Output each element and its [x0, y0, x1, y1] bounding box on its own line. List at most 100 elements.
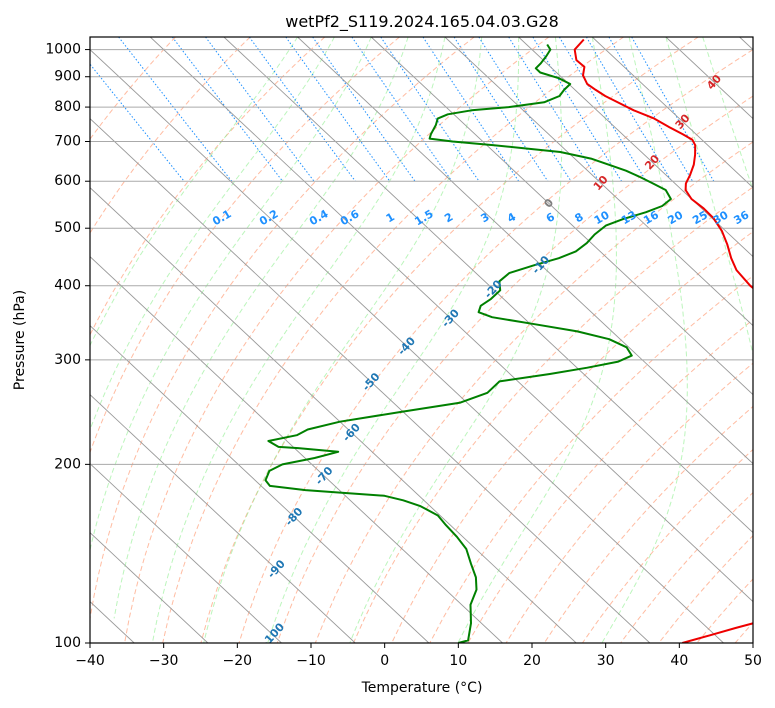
- mixing-ratio-line: [171, 37, 283, 182]
- mixing-ratio-label: 36: [731, 208, 751, 227]
- mixing-ratio-label: 0.1: [210, 207, 233, 228]
- dry-adiabat: [124, 37, 550, 643]
- moist-adiabat: [267, 37, 520, 643]
- moist-adiabat: [90, 37, 372, 553]
- mixing-ratio-line: [90, 63, 185, 182]
- dry-adiabat: [90, 37, 475, 622]
- mixing-ratio-line: [312, 37, 416, 182]
- y-axis-ticks: 100 200 300 400 500 600 700 800 900 1000: [45, 42, 90, 651]
- chart-title: wetPf2_S119.2024.165.04.03.G28: [285, 12, 559, 32]
- mixing-ratio-line: [608, 37, 694, 182]
- mixing-ratio-label: 3: [478, 210, 491, 225]
- isotherm: [591, 37, 753, 189]
- y-tick-label: 800: [54, 99, 81, 115]
- y-tick-label: 1000: [45, 42, 81, 58]
- mixing-ratio-line: [285, 37, 391, 182]
- y-tick-label: 900: [54, 69, 81, 85]
- dry-adiabat: [391, 231, 753, 643]
- mixing-ratio-line: [453, 37, 549, 182]
- y-tick-label: 200: [54, 456, 81, 472]
- dry-adiabat: [543, 405, 753, 643]
- moist-adiabat: [457, 37, 617, 643]
- red-profile-line: [573, 38, 753, 643]
- isotherm: [90, 462, 282, 643]
- dry-adiabat: [505, 362, 753, 643]
- dry-adiabat: [90, 37, 326, 337]
- x-tick-label: 10: [449, 653, 467, 669]
- isotherm: [739, 37, 753, 51]
- dry-adiabat: [620, 491, 753, 643]
- isotherm: [149, 37, 753, 603]
- dry-adiabat-label: -100: [259, 620, 287, 649]
- x-tick-label: 30: [597, 653, 615, 669]
- isotherm: [90, 531, 209, 643]
- mixing-ratio-label: 2: [442, 210, 455, 225]
- isotherm: [0, 37, 61, 643]
- mixing-ratio-label: 1: [384, 210, 397, 225]
- mixing-ratio-line: [585, 37, 673, 182]
- mixing-ratio-label: 6: [544, 210, 557, 225]
- moist-adiabat: [151, 37, 446, 643]
- isotherm: [444, 37, 753, 327]
- isotherm: [90, 255, 503, 643]
- moist-adiabat: [203, 37, 483, 643]
- mixing-ratio-line: [248, 37, 356, 182]
- dry-adiabat: [429, 275, 753, 643]
- dry-adiabat: [90, 37, 400, 454]
- plot-area: [0, 37, 753, 643]
- mixing-ratio-label: 0.4: [307, 207, 331, 228]
- mixing-ratio-line: [380, 37, 480, 182]
- mixing-ratio-label: 0.6: [338, 207, 362, 228]
- mixing-ratio-line: [532, 37, 623, 182]
- moist-adiabat: [349, 37, 563, 643]
- y-tick-label: 300: [54, 352, 81, 368]
- mixing-ratio-line: [205, 37, 315, 182]
- mixing-ratio-line: [478, 37, 572, 182]
- dry-adiabat: [658, 535, 753, 643]
- mixing-ratio-label: 4: [505, 210, 518, 225]
- dry-adiabat: [734, 621, 753, 643]
- contour-labels: -100-90-80-70-60-50-40-30-20-10010203040…: [210, 72, 751, 649]
- green-profile-line: [264, 43, 672, 643]
- isotherm: [90, 48, 724, 643]
- x-axis-label: Temperature (°C): [361, 680, 483, 696]
- x-tick-label: 40: [670, 653, 688, 669]
- mixing-ratio-label: 8: [572, 210, 585, 225]
- mixing-ratio-label: 30: [711, 208, 731, 227]
- dry-adiabat: [90, 37, 251, 235]
- isotherm: [297, 37, 753, 465]
- x-tick-label: −20: [223, 653, 253, 669]
- x-tick-label: 50: [744, 653, 762, 669]
- moist-adiabat: [90, 37, 335, 432]
- mixing-ratio-line: [118, 37, 233, 182]
- mixing-ratio-label: 1.5: [412, 207, 435, 228]
- y-tick-label: 600: [54, 173, 81, 189]
- isotherm: [90, 324, 430, 643]
- x-tick-label: 0: [380, 653, 389, 669]
- moist-adiabat: [601, 37, 688, 643]
- mixing-ratio-line: [422, 37, 520, 182]
- moist-adiabat: [702, 37, 753, 192]
- dry-adiabat: [696, 578, 753, 643]
- isotherm: [518, 37, 753, 258]
- y-tick-label: 100: [54, 635, 81, 651]
- isotherm: [90, 117, 651, 643]
- moist-adiabat: [665, 37, 753, 357]
- y-tick-label: 400: [54, 278, 81, 294]
- dry-adiabat: [353, 186, 753, 643]
- dry-adiabat: [162, 37, 624, 643]
- mixing-ratio-line: [631, 37, 715, 182]
- mixing-ratio-line: [508, 37, 600, 182]
- dry-adiabat: [238, 49, 753, 643]
- isotherm: [223, 37, 753, 534]
- isotherm: [90, 186, 577, 643]
- dry-adiabat: [467, 318, 753, 643]
- x-axis-ticks: −40 −30 −20 −10 0 10 20 30 40 50: [75, 643, 762, 669]
- dry-adiabat: [90, 37, 176, 140]
- axes-frame: [89, 36, 754, 644]
- x-tick-label: −40: [75, 653, 105, 669]
- mixing-ratio-line: [558, 37, 647, 182]
- mixing-ratio-label: 13: [619, 208, 639, 227]
- isotherm: [90, 393, 356, 643]
